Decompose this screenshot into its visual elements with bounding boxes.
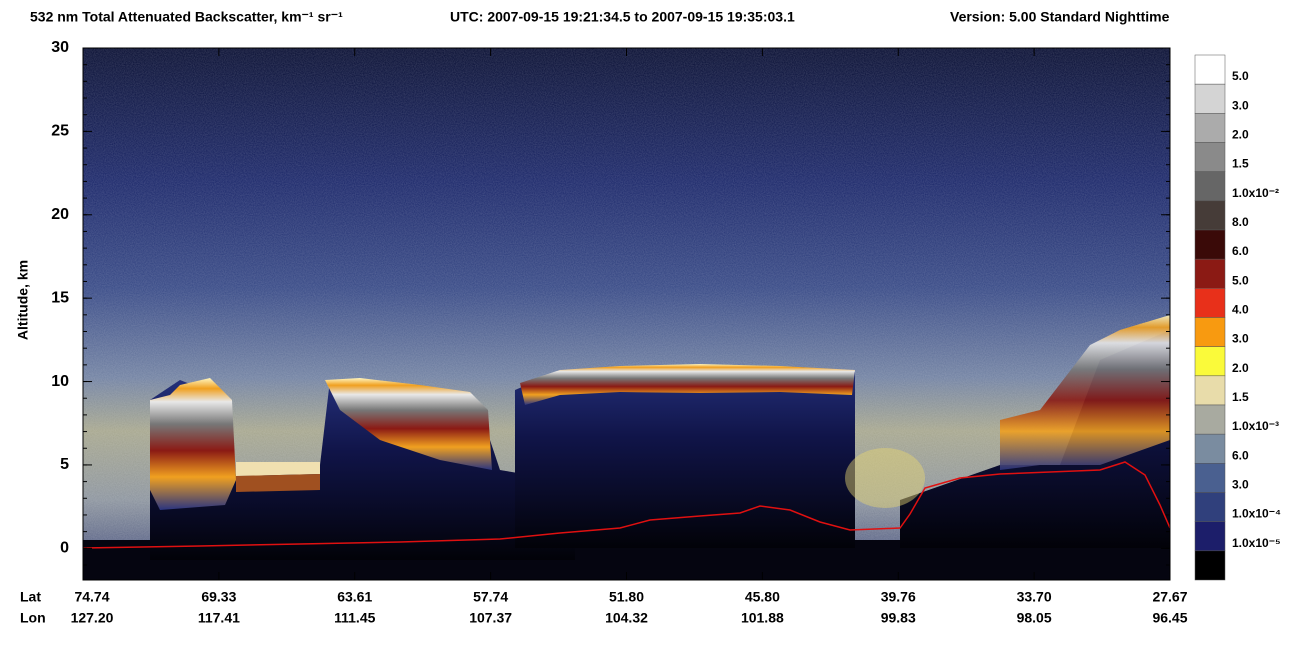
y-tick-label: 30 (51, 39, 69, 56)
colorbar-swatch (1194, 317, 1226, 347)
colorbar-label: 3.0 (1232, 332, 1249, 346)
x-tick-label: 99.83 (881, 610, 916, 626)
colorbar-swatch (1194, 258, 1226, 289)
x-row-label: Lon (20, 610, 46, 626)
x-tick-label: 39.76 (881, 589, 916, 605)
colorbar-swatch (1194, 404, 1226, 435)
colorbar-swatch (1194, 83, 1226, 114)
colorbar-swatch (1194, 54, 1226, 85)
utc-range: UTC: 2007-09-15 19:21:34.5 to 2007-09-15… (450, 9, 795, 25)
x-tick-label: 117.41 (198, 610, 240, 626)
colorbar-label: 6.0 (1232, 448, 1249, 462)
colorbar-label: 2.0 (1232, 361, 1249, 375)
colorbar-label: 3.0 (1232, 478, 1249, 492)
y-tick-label: 0 (60, 540, 69, 557)
x-tick-label: 104.32 (605, 610, 648, 626)
colorbar-label: 1.0x10⁻⁴ (1232, 507, 1281, 521)
version-info: Version: 5.00 Standard Nighttime (950, 9, 1170, 25)
x-tick-label: 69.33 (201, 589, 236, 605)
y-axis-label: Altitude, km (15, 260, 31, 340)
x-tick-label: 63.61 (337, 589, 372, 605)
y-tick-label: 20 (51, 206, 69, 223)
y-tick-label: 25 (51, 123, 69, 140)
colorbar-swatch (1194, 492, 1226, 522)
colorbar-label: 1.0x10⁻³ (1232, 419, 1279, 433)
y-tick-label: 15 (51, 289, 69, 306)
colorbar-swatch (1194, 433, 1226, 464)
x-tick-label: 27.67 (1152, 589, 1187, 605)
colorbar-swatch (1194, 288, 1226, 318)
colorbar-swatch (1194, 229, 1226, 260)
backscatter-image (83, 48, 1170, 580)
colorbar-label: 5.0 (1232, 69, 1249, 83)
colorbar-label: 3.0 (1232, 98, 1249, 112)
x-tick-label: 51.80 (609, 589, 644, 605)
x-tick-label: 127.20 (71, 610, 114, 626)
x-tick-label: 98.05 (1017, 610, 1052, 626)
colorbar-label: 5.0 (1232, 273, 1249, 287)
x-row-label: Lat (20, 589, 41, 605)
colorbar-swatch (1194, 550, 1226, 581)
colorbar-label: 1.0x10⁻⁵ (1232, 536, 1281, 550)
colorbar-label: 1.5 (1232, 157, 1249, 171)
colorbar-swatch (1194, 142, 1226, 172)
x-tick-label: 33.70 (1017, 589, 1052, 605)
surface-elevation-line (83, 461, 1170, 549)
x-tick-label: 107.37 (469, 610, 512, 626)
colorbar-swatch (1194, 171, 1226, 202)
x-tick-label: 101.88 (741, 610, 784, 626)
colorbar-swatch (1194, 346, 1226, 377)
colorbar-swatch (1194, 521, 1226, 552)
x-tick-label: 45.80 (745, 589, 780, 605)
colorbar-label: 6.0 (1232, 244, 1249, 258)
colorbar-label: 8.0 (1232, 215, 1249, 229)
x-tick-label: 111.45 (334, 610, 375, 626)
colorbar-label: 2.0 (1232, 128, 1249, 142)
colorbar-label: 1.5 (1232, 390, 1249, 404)
colorbar-swatch (1194, 463, 1226, 493)
colorbar-swatch (1194, 200, 1226, 231)
y-tick-label: 5 (60, 456, 69, 473)
chart-title: 532 nm Total Attenuated Backscatter, km⁻… (30, 9, 343, 25)
y-tick-label: 10 (51, 373, 69, 390)
colorbar-label: 4.0 (1232, 303, 1249, 317)
colorbar-swatch (1194, 375, 1226, 406)
colorbar-swatch (1194, 113, 1226, 143)
x-tick-label: 74.74 (74, 589, 109, 605)
x-tick-label: 57.74 (473, 589, 508, 605)
x-tick-label: 96.45 (1152, 610, 1187, 626)
colorbar-label: 1.0x10⁻² (1232, 186, 1279, 200)
